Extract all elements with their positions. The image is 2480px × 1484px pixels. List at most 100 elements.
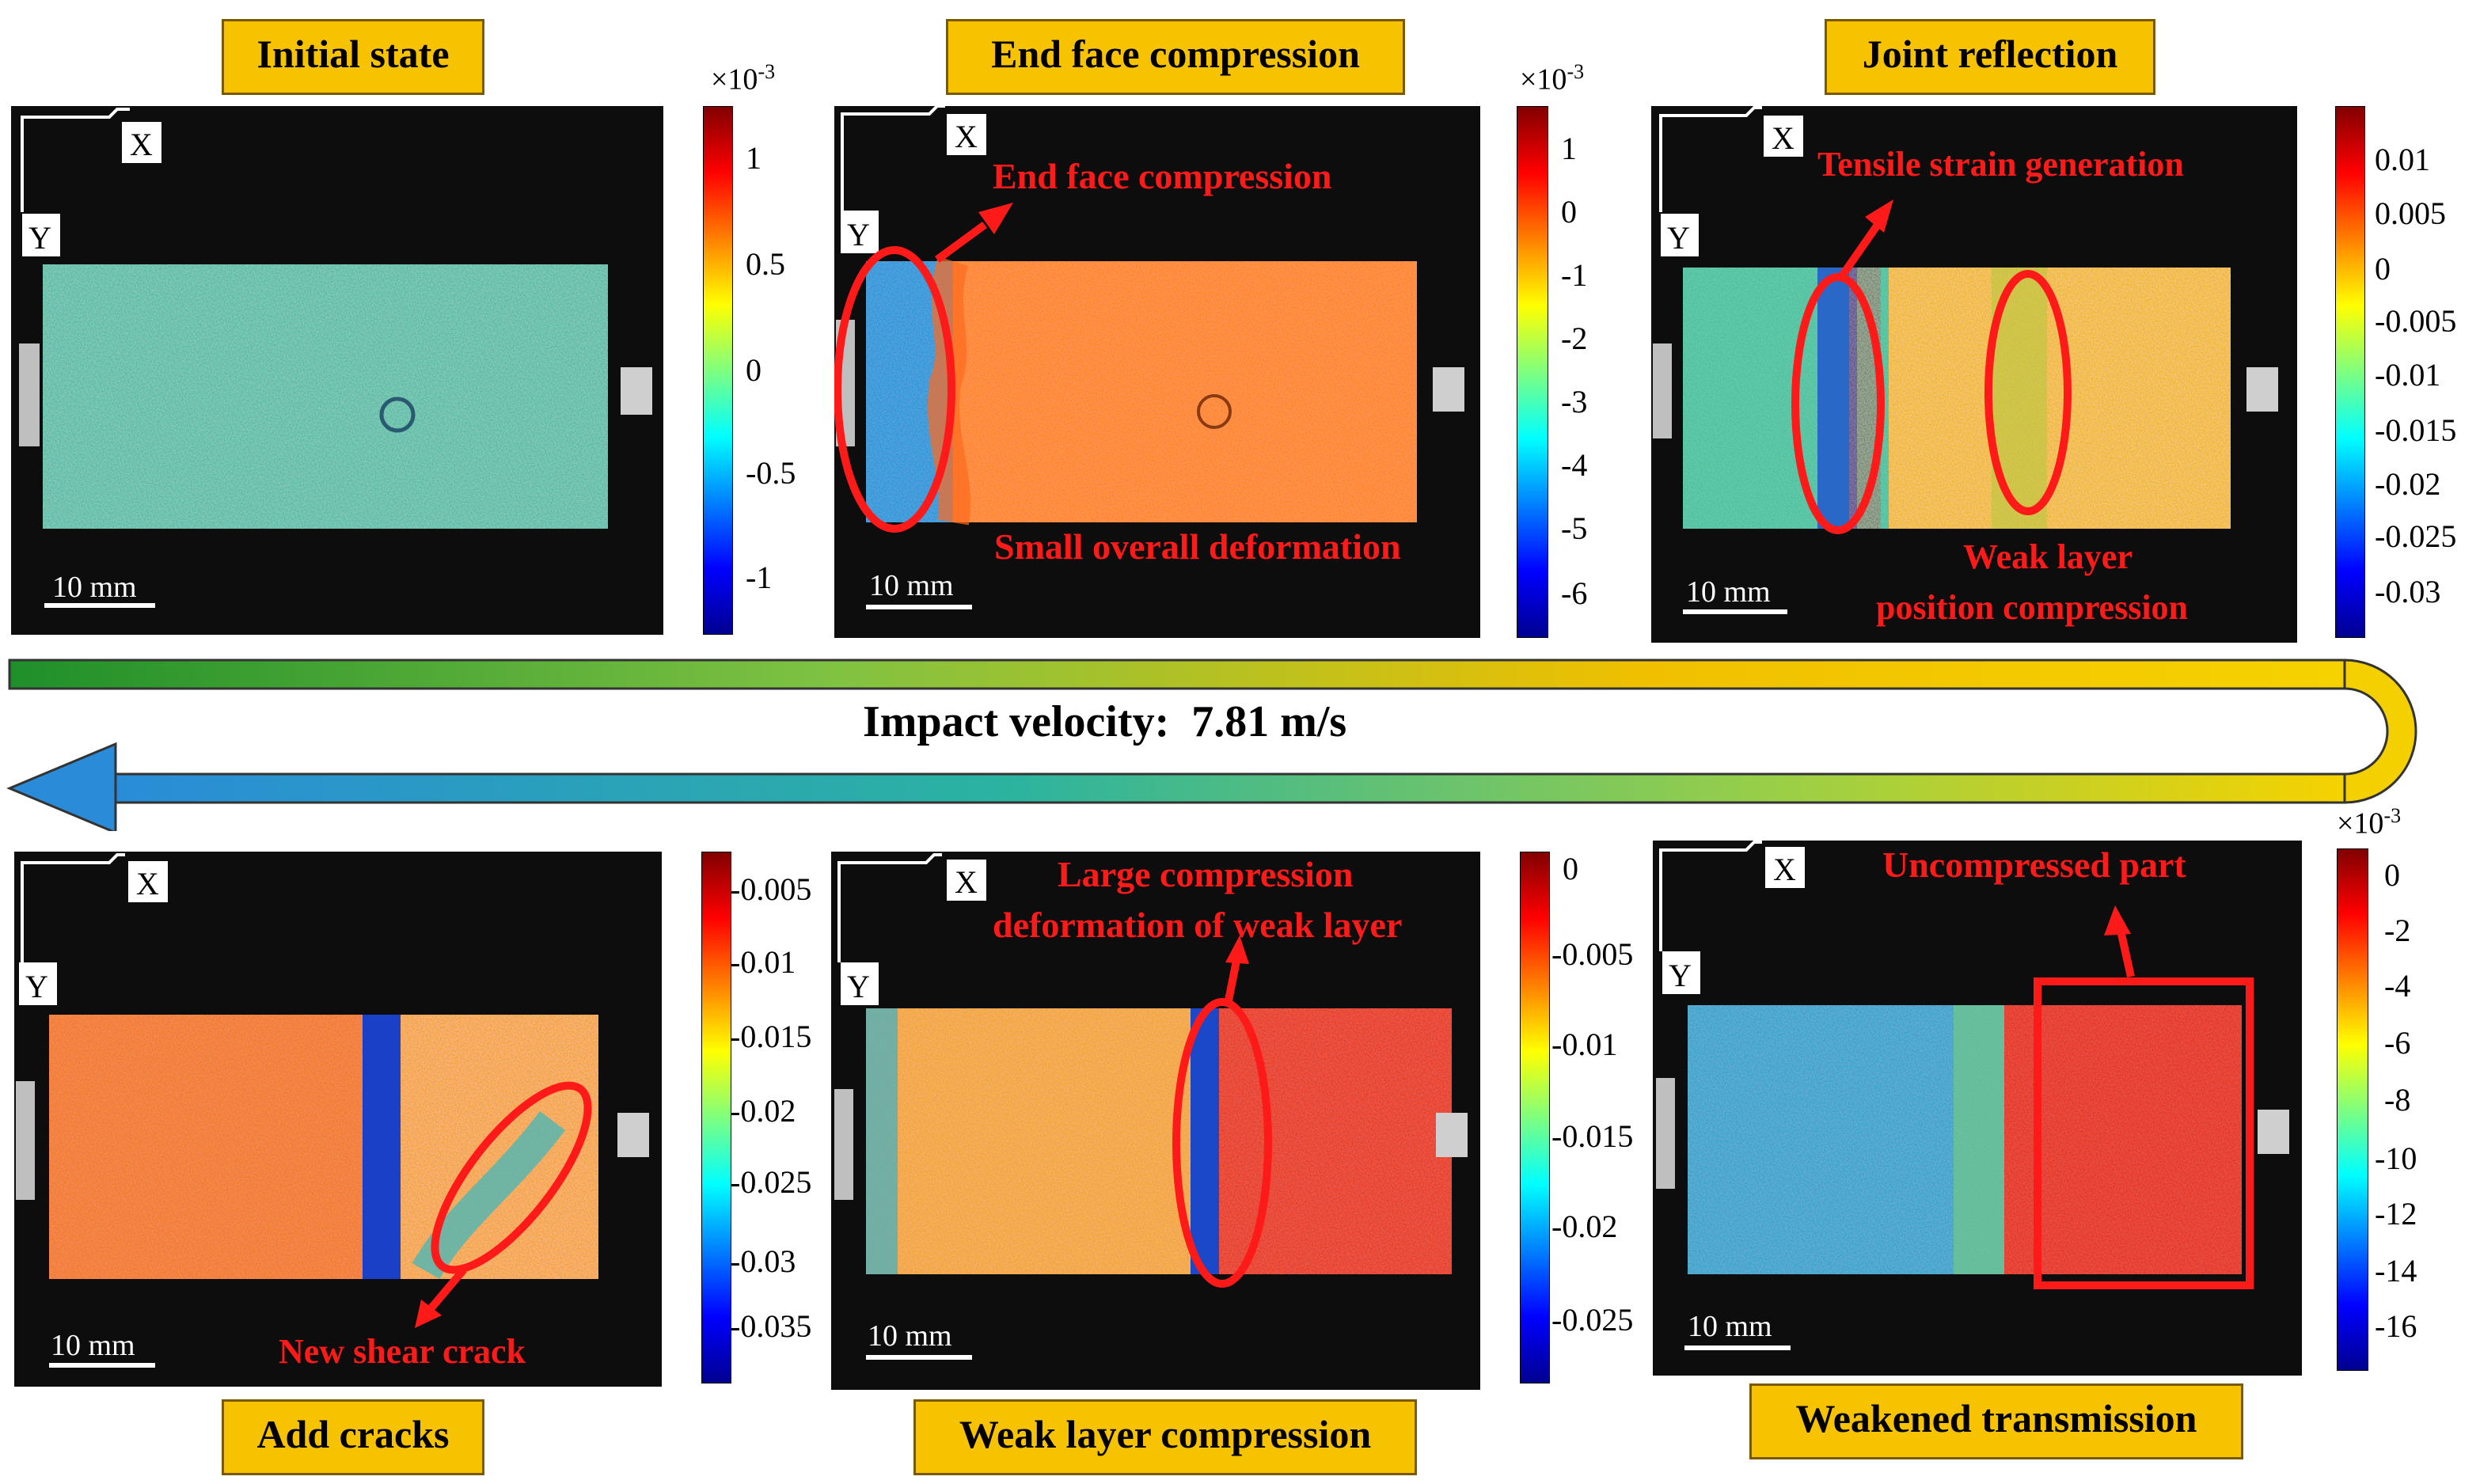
impact-velocity-text: Impact velocity: 7.81 m/s (863, 697, 1347, 746)
annotation-end-face-compression: End face compression (993, 156, 1332, 196)
colorbar-tick: -1 (1561, 257, 1588, 293)
colorbar-end-face-compression (1516, 105, 1549, 639)
colorbar-tick: -4 (2384, 968, 2411, 1004)
colorbar-tick: -8 (2384, 1082, 2411, 1118)
scale-bar (1683, 609, 1787, 614)
dic-panel-end-face-compression: X Y End face compression Small overall d… (834, 106, 1480, 638)
y-axis-label: Y (847, 217, 870, 252)
annotation-tensile-strain-generation: Tensile strain generation (1817, 145, 2184, 184)
annotation-rectangle (2034, 977, 2254, 1289)
colorbar-tick: -0.015 (730, 1019, 812, 1054)
panel-title-joint-reflection: Joint reflection (1825, 19, 2155, 95)
colorbar-weak-layer-compression (1519, 851, 1551, 1384)
scale-bar-label: 10 mm (869, 569, 954, 602)
colorbar-tick: -1 (746, 560, 773, 595)
colorbar-tick: -0.01 (730, 944, 796, 980)
colorbar-tick: -0.03 (2375, 574, 2441, 609)
annotation-position-compression: position compression (1876, 588, 2188, 627)
panel-title-weakened-transmission: Weakened transmission (1749, 1383, 2243, 1459)
colorbar-tick: 0.01 (2375, 142, 2430, 177)
annotation-new-shear-crack: New shear crack (279, 1332, 526, 1371)
colorbar-tick: -0.01 (1551, 1027, 1618, 1062)
scale-bar (866, 605, 972, 609)
scale-bar-label: 10 mm (868, 1319, 952, 1353)
x-axis-label: X (1772, 120, 1794, 156)
colorbar-tick: -0.02 (730, 1093, 796, 1129)
y-axis-label: Y (1667, 220, 1690, 256)
annotation-small-overall-deformation: Small overall deformation (994, 526, 1401, 567)
colorbar-tick: -10 (2375, 1141, 2417, 1176)
colorbar-tick: -0.005 (1551, 936, 1634, 972)
x-axis-label: X (130, 127, 153, 162)
colorbar-joint-reflection (2334, 105, 2366, 639)
colorbar-tick: -16 (2375, 1308, 2417, 1344)
panel-title-end-face-compression: End face compression (946, 19, 1405, 95)
colorbar-tick: 0 (1563, 851, 1578, 886)
scale-bar (44, 603, 155, 608)
colorbar-tick: -3 (1561, 384, 1588, 419)
colorbar-tick: 1 (746, 140, 761, 176)
dic-panel-weakened-transmission: X Y Uncompressed part 10 mm (1653, 841, 2302, 1376)
x-axis-label: X (955, 864, 978, 900)
colorbar-tick: -2 (2384, 913, 2411, 948)
y-axis-label: Y (28, 220, 51, 256)
x-axis-label: X (1773, 852, 1796, 887)
colorbar-tick: 0 (746, 352, 761, 388)
scale-bar (1684, 1345, 1791, 1350)
colorbar-exponent: ×10-3 (711, 60, 776, 97)
dic-panel-weak-layer-compression: X Y Large compression deformation of wea… (831, 852, 1480, 1390)
colorbar-tick: -0.015 (2375, 412, 2457, 448)
panel-title-add-cracks: Add cracks (222, 1399, 484, 1475)
panel-title-initial-state: Initial state (222, 19, 484, 95)
scale-bar-label: 10 mm (52, 571, 137, 604)
annotation-uncompressed-part: Uncompressed part (1882, 844, 2186, 885)
colorbar-weakened-transmission (2336, 848, 2369, 1372)
colorbar-add-cracks (701, 851, 732, 1384)
dic-panel-initial-state: X Y 10 mm (11, 106, 663, 635)
impact-velocity-arrow (0, 649, 2480, 835)
colorbar-tick: 0 (2384, 857, 2400, 893)
colorbar-tick: -5 (1561, 510, 1588, 546)
colorbar-tick: -0.025 (2375, 518, 2457, 554)
scale-bar (866, 1355, 972, 1360)
colorbar-tick: -0.015 (1551, 1118, 1634, 1154)
colorbar-tick: 1 (1561, 131, 1577, 166)
colorbar-tick: -0.005 (2375, 303, 2457, 339)
scale-bar-label: 10 mm (51, 1329, 135, 1362)
colorbar-tick: -2 (1561, 321, 1588, 356)
annotation-weak-layer: Weak layer (1963, 537, 2132, 576)
colorbar-tick: -0.02 (2375, 466, 2441, 502)
y-axis-label: Y (1669, 958, 1692, 993)
y-axis-label: Y (847, 969, 870, 1004)
colorbar-tick: 0.5 (746, 246, 785, 282)
colorbar-tick: -0.5 (746, 455, 796, 491)
x-axis-label: X (136, 866, 159, 901)
dic-panel-add-cracks: X Y New shear crack 10 mm (14, 852, 662, 1387)
colorbar-tick: -6 (2384, 1025, 2411, 1061)
colorbar-tick: 0.005 (2375, 195, 2446, 231)
dic-panel-joint-reflection: X Y Tensile strain generation Weak layer… (1651, 106, 2297, 643)
colorbar-exponent: ×10-3 (1520, 60, 1585, 97)
panel-title-weak-layer-compression: Weak layer compression (913, 1399, 1417, 1475)
colorbar-tick: -0.005 (730, 871, 812, 907)
colorbar-tick: -0.03 (730, 1243, 796, 1279)
colorbar-tick: -0.02 (1551, 1209, 1618, 1244)
colorbar-tick: -0.035 (730, 1308, 812, 1344)
annotation-large-compression: Large compression (1058, 854, 1354, 894)
scale-bar-label: 10 mm (1686, 575, 1771, 609)
colorbar-initial-state (702, 105, 734, 636)
scale-bar (49, 1363, 155, 1368)
scale-bar-label: 10 mm (1688, 1310, 1772, 1343)
colorbar-tick: -0.01 (2375, 357, 2441, 393)
colorbar-tick: -12 (2375, 1196, 2417, 1232)
colorbar-tick: 0 (2375, 251, 2391, 287)
colorbar-tick: 0 (1561, 194, 1577, 230)
annotation-ellipse (834, 246, 955, 533)
colorbar-tick: -4 (1561, 447, 1588, 483)
annotation-deformation-of-weak-layer: deformation of weak layer (993, 905, 1402, 945)
colorbar-exponent: ×10-3 (2337, 804, 2402, 841)
colorbar-tick: -0.025 (1551, 1302, 1634, 1338)
x-axis-label: X (955, 119, 978, 154)
colorbar-tick: -14 (2375, 1253, 2417, 1289)
colorbar-tick: -6 (1561, 575, 1588, 611)
